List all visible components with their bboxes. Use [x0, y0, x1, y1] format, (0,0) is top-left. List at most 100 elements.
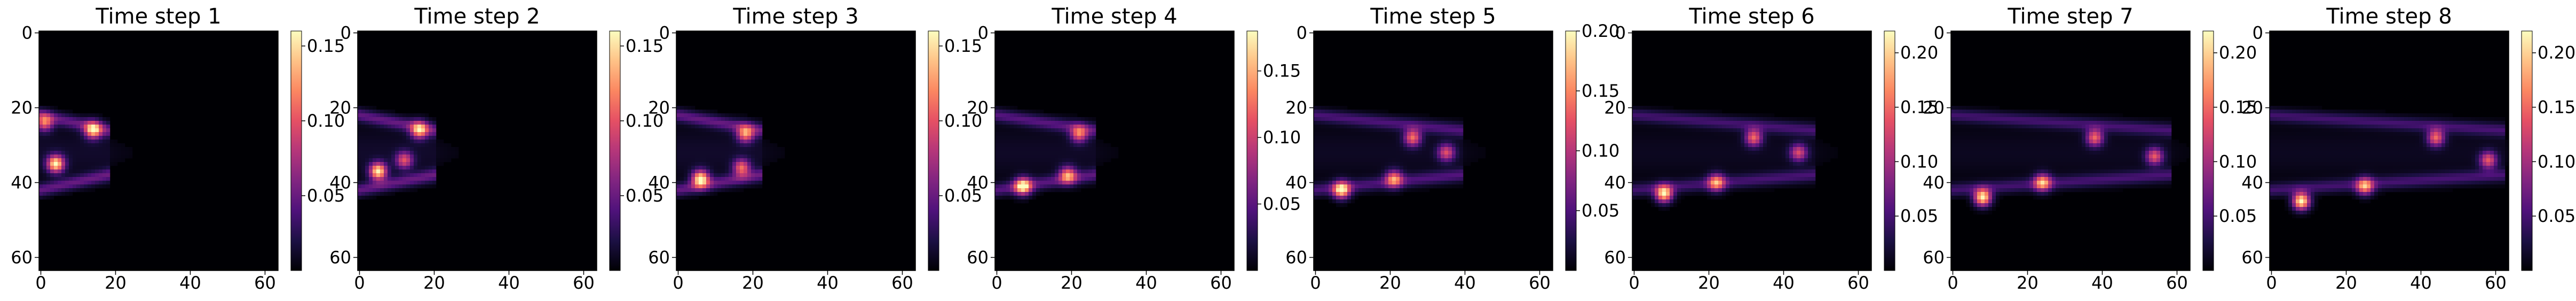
heatmap-cell — [1006, 128, 1010, 133]
heatmap-cell — [725, 136, 729, 140]
heatmap-cell — [58, 158, 62, 163]
heatmap-cell — [1981, 128, 1985, 133]
heatmap-cell — [1774, 140, 1779, 144]
heatmap-cell — [680, 128, 684, 133]
heatmap-cell — [1797, 136, 1801, 140]
heatmap-cell — [1381, 121, 1385, 125]
heatmap-cell — [76, 128, 81, 133]
heatmap-cell — [732, 117, 737, 121]
heatmap-cell — [76, 184, 81, 189]
heatmap-cell — [1714, 143, 1719, 148]
heatmap-cell — [1703, 136, 1708, 140]
heatmap-cell — [2033, 113, 2037, 118]
heatmap-cell — [2142, 132, 2146, 136]
heatmap-cell — [1092, 166, 1096, 170]
heatmap-cell — [1070, 188, 1074, 192]
heatmap-cell — [61, 155, 66, 159]
heatmap-cell — [1677, 117, 1681, 121]
heatmap-cell — [425, 125, 429, 129]
heatmap-cell — [2048, 132, 2052, 136]
heatmap-cell — [361, 117, 366, 121]
heatmap-cell — [1340, 192, 1344, 196]
heatmap-cell — [69, 177, 73, 181]
heatmap-cell — [1010, 113, 1014, 118]
colorbar — [290, 30, 302, 271]
heatmap-cell — [1722, 192, 1726, 196]
heatmap-cell — [1047, 143, 1052, 148]
heatmap-cell — [695, 128, 699, 133]
heatmap-cell — [1703, 169, 1708, 174]
heatmap-cell — [1729, 147, 1734, 151]
heatmap-cell — [1459, 184, 1464, 189]
heatmap-cell — [1733, 125, 1737, 129]
heatmap-cell — [1752, 151, 1756, 155]
heatmap-cell — [1800, 128, 1805, 133]
heatmap-cell — [39, 143, 43, 148]
heatmap-cell — [73, 117, 77, 121]
heatmap-cell — [61, 140, 66, 144]
heatmap-cell — [1996, 125, 2000, 129]
heatmap-cell — [721, 125, 725, 129]
heatmap-cell — [725, 128, 729, 133]
heatmap-cell — [84, 128, 88, 133]
heatmap-cell — [2112, 147, 2116, 151]
heatmap-cell — [2059, 125, 2064, 129]
heatmap-cell — [1808, 158, 1812, 163]
heatmap-cell — [1632, 192, 1637, 196]
heatmap-cell — [1002, 181, 1007, 185]
heatmap-cell — [1632, 128, 1637, 133]
heatmap-cell — [388, 166, 392, 170]
heatmap-cell — [102, 184, 107, 189]
heatmap-cell — [1329, 199, 1333, 204]
heatmap-cell — [2022, 113, 2026, 118]
heatmap-cell — [714, 188, 718, 192]
heatmap-cell — [373, 128, 377, 133]
heatmap-cell — [1441, 136, 1445, 140]
heatmap-cell — [91, 136, 96, 140]
heatmap-cell — [1677, 162, 1681, 166]
heatmap-cell — [384, 121, 388, 125]
heatmap-cell — [1411, 173, 1415, 177]
heatmap-cell — [1448, 125, 1452, 129]
heatmap-cell — [706, 158, 710, 163]
heatmap-cell — [999, 132, 1003, 136]
heatmap-cell — [1081, 158, 1085, 163]
heatmap-cell — [1010, 136, 1014, 140]
heatmap-cell — [1388, 192, 1393, 196]
heatmap-cell — [1085, 140, 1089, 144]
heatmap-cell — [729, 117, 733, 121]
heatmap-cell — [76, 117, 81, 121]
heatmap-cell — [1388, 158, 1393, 163]
heatmap-cell — [1370, 121, 1374, 125]
heatmap-cell — [395, 136, 399, 140]
heatmap-cell — [1370, 192, 1374, 196]
heatmap-cell — [729, 125, 733, 129]
heatmap-cell — [99, 143, 103, 148]
heatmap-cell — [1726, 158, 1730, 163]
heatmap-cell — [1006, 106, 1010, 110]
heatmap-cell — [1752, 188, 1756, 192]
heatmap-cell — [1370, 166, 1374, 170]
heatmap-cell — [1055, 169, 1059, 174]
heatmap-cell — [1815, 147, 1820, 151]
heatmap-cell — [1044, 151, 1048, 155]
heatmap-cell — [2063, 113, 2067, 118]
heatmap-cell — [1400, 184, 1404, 189]
heatmap-cell — [714, 121, 718, 125]
heatmap-cell — [1047, 147, 1052, 151]
heatmap-cell — [1385, 113, 1389, 118]
heatmap-cell — [2104, 128, 2108, 133]
heatmap-cell — [1025, 113, 1029, 118]
heatmap-cell — [1973, 140, 1978, 144]
heatmap-cell — [1014, 173, 1018, 177]
heatmap-cell — [1771, 143, 1775, 148]
heatmap-cell — [76, 173, 81, 177]
heatmap-cell — [1010, 184, 1014, 189]
heatmap-cell — [50, 188, 54, 192]
heatmap-cell — [1767, 181, 1771, 185]
heatmap-cell — [1010, 151, 1014, 155]
heatmap-cell — [1955, 110, 1959, 114]
heatmap-cell — [395, 162, 399, 166]
heatmap-cell — [702, 132, 707, 136]
heatmap-cell — [1017, 121, 1022, 125]
